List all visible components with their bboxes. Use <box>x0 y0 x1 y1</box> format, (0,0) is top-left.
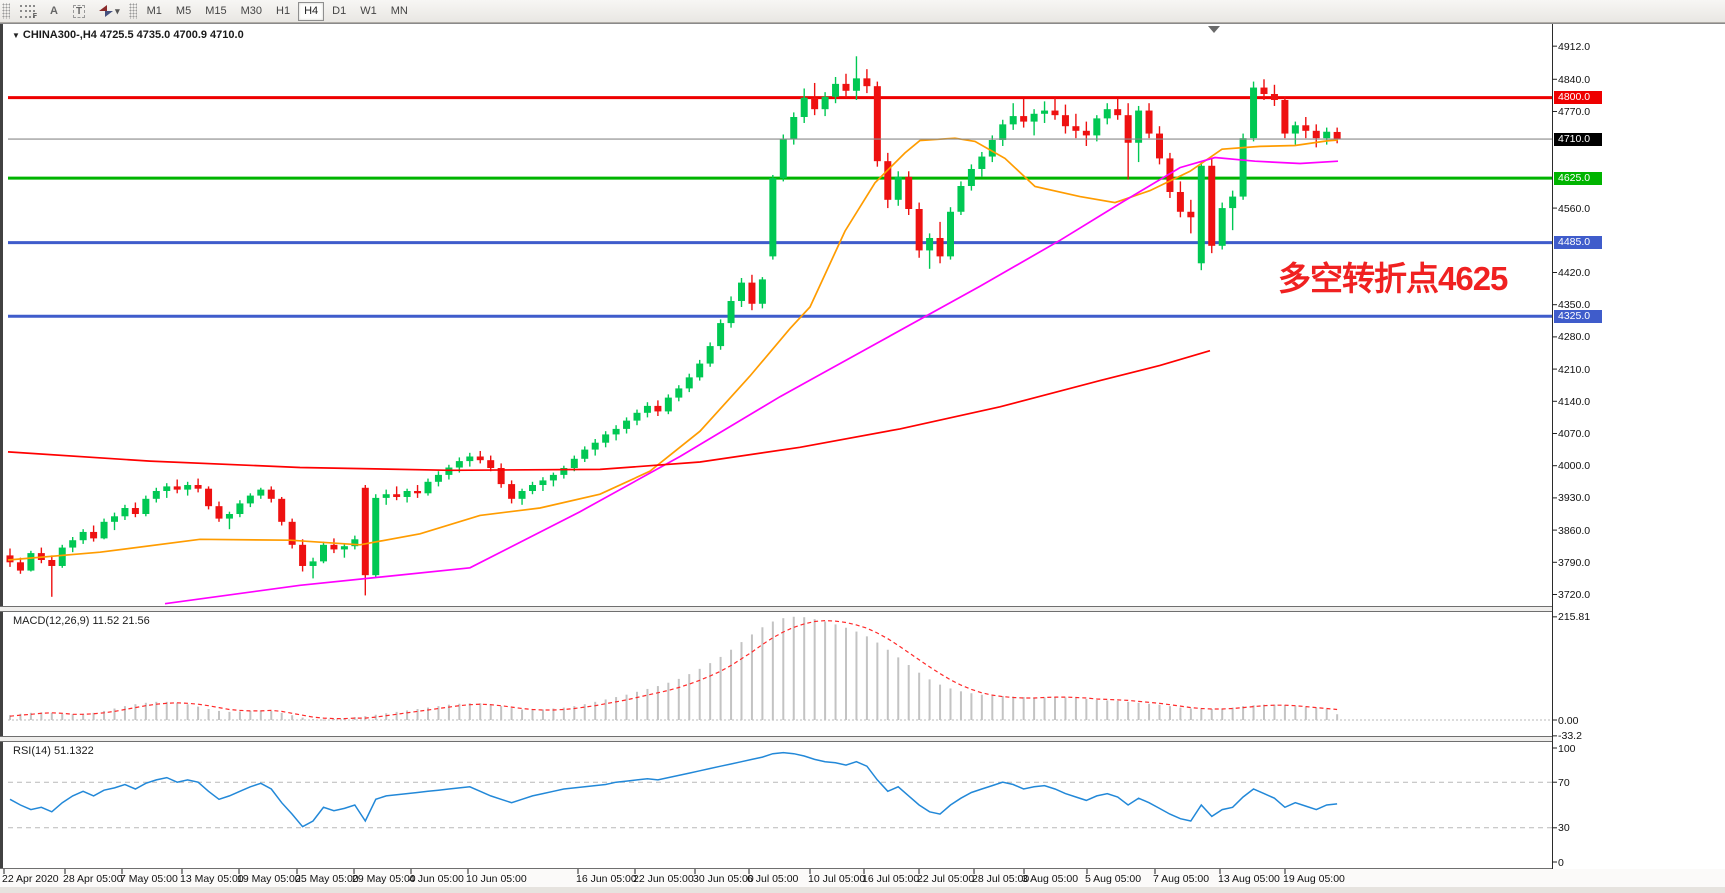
text-box-icon[interactable]: T <box>67 2 91 21</box>
time-axis-label: 7 Aug 05:00 <box>1153 873 1210 885</box>
rsi-axis-label: 70 <box>1558 776 1570 789</box>
time-axis-label: 10 Jul 05:00 <box>808 873 866 885</box>
toolbar-separator <box>128 3 137 19</box>
macd-axis-label: 0.00 <box>1558 714 1579 727</box>
tf-button-h4[interactable]: H4 <box>298 1 325 21</box>
price-axis[interactable] <box>1553 24 1725 869</box>
window-left-edge <box>0 24 3 869</box>
time-axis-label: 16 Jun 05:00 <box>576 873 637 885</box>
macd-name: MACD(12,26,9) <box>13 615 90 627</box>
tf-button-h1[interactable]: H1 <box>276 5 291 17</box>
time-axis-label: 25 May 05:00 <box>295 873 359 885</box>
price-badge: 4800.0 <box>1554 91 1602 105</box>
time-axis-label: 10 Jun 05:00 <box>466 873 527 885</box>
rsi-axis-label: 100 <box>1558 742 1576 755</box>
macd-axis-label: -33.2 <box>1558 730 1582 743</box>
tf-button-w1[interactable]: W1 <box>360 5 377 17</box>
window-bottom-edge <box>0 887 1725 893</box>
window-frame-line <box>0 23 1725 24</box>
toolbar-grip[interactable] <box>2 3 10 19</box>
rsi-axis-label: 0 <box>1558 856 1564 869</box>
tf-button-m5[interactable]: M5 <box>175 5 192 17</box>
symbol-ohlc: 4725.5 4735.0 4700.9 4710.0 <box>99 29 244 41</box>
time-axis-label: 19 Aug 05:00 <box>1283 873 1345 885</box>
price-axis-label: 3720.0 <box>1558 589 1591 601</box>
axis-separator-line <box>1552 24 1553 870</box>
timeframe-group: M1 M5 M15 M30 H1 H4 D1 W1 MN <box>140 1 415 21</box>
arrow-tools-icon[interactable]: ▾ <box>93 2 126 21</box>
time-axis-label: 16 Jul 05:00 <box>862 873 920 885</box>
macd-panel[interactable] <box>3 612 1552 736</box>
time-axis-label: 22 Jun 05:00 <box>633 873 694 885</box>
chart-annotation-text[interactable]: 多空转折点4625 <box>1278 260 1508 297</box>
tf-button-mn[interactable]: MN <box>390 5 408 17</box>
price-axis-label: 3790.0 <box>1558 556 1591 569</box>
rsi-name: RSI(14) <box>13 745 51 757</box>
time-axis-label: 5 Aug 05:00 <box>1085 873 1142 885</box>
tf-button-m30[interactable]: M30 <box>240 5 263 17</box>
chevron-down-icon[interactable]: ▾ <box>115 5 120 16</box>
rsi-panel[interactable] <box>3 742 1552 868</box>
time-axis-label: 3 Aug 05:00 <box>1022 873 1079 885</box>
price-axis-label: 4420.0 <box>1558 267 1591 279</box>
price-axis-label: 4280.0 <box>1558 331 1591 344</box>
symbol-title: ▼ CHINA300-,H4 4725.5 4735.0 4700.9 4710.… <box>12 29 244 41</box>
toolbar: F A T ▾ M1 M5 M15 M30 H1 H4 D1 W1 MN <box>0 0 1725 23</box>
rsi-panel-border <box>0 868 1725 869</box>
text-label-icon[interactable]: A <box>50 5 58 17</box>
price-axis-label: 4000.0 <box>1558 460 1591 473</box>
current-price-badge: 4710.0 <box>1554 132 1602 146</box>
time-axis-label: 22 Apr 2020 <box>2 873 59 885</box>
tf-button-d1[interactable]: D1 <box>332 5 347 17</box>
macd-indicator-label: MACD(12,26,9) 11.52 21.56 <box>13 615 150 627</box>
symbol-dropdown-icon[interactable]: ▼ <box>12 31 20 40</box>
time-axis-label: 4 Jun 05:00 <box>409 873 464 885</box>
price-chart-panel[interactable] <box>3 24 1552 606</box>
time-axis-label: 29 May 05:00 <box>352 873 416 885</box>
time-axis-label: 28 Jul 05:00 <box>972 873 1030 885</box>
rsi-value: 51.1322 <box>53 745 94 757</box>
tf-button-m15[interactable]: M15 <box>205 5 227 17</box>
macd-axis-label: 215.81 <box>1558 611 1591 624</box>
macd-values: 11.52 21.56 <box>92 615 150 627</box>
price-axis-label: 3860.0 <box>1558 524 1591 537</box>
price-badge: 4325.0 <box>1554 309 1602 323</box>
price-axis-label: 4770.0 <box>1558 106 1591 118</box>
fibonacci-grid-glyph: F <box>20 4 37 20</box>
symbol-name: CHINA300-,H4 <box>22 29 97 41</box>
time-axis-label: 6 Jul 05:00 <box>747 873 799 885</box>
fibonacci-grid-icon[interactable]: F <box>14 2 41 21</box>
panel-splitter-macd[interactable] <box>0 606 1725 612</box>
rsi-axis-label: 30 <box>1558 822 1570 835</box>
time-axis-label: 19 May 05:00 <box>237 873 301 885</box>
time-axis-label: 22 Jul 05:00 <box>917 873 975 885</box>
time-axis-label: 13 May 05:00 <box>180 873 244 885</box>
time-axis-label: 30 Jun 05:00 <box>693 873 754 885</box>
text-box-glyph: T <box>73 4 86 18</box>
price-badge: 4485.0 <box>1554 236 1602 250</box>
price-badge: 4625.0 <box>1554 171 1602 185</box>
time-axis-label: 13 Aug 05:00 <box>1218 873 1280 885</box>
price-axis-label: 4210.0 <box>1558 363 1591 376</box>
rsi-indicator-label: RSI(14) 51.1322 <box>13 745 94 757</box>
price-axis-label: 3930.0 <box>1558 492 1591 505</box>
arrows-glyph <box>99 5 114 17</box>
time-axis-label: 7 May 05:00 <box>120 873 178 885</box>
price-axis-label: 4350.0 <box>1558 299 1591 312</box>
price-axis-label: 4070.0 <box>1558 428 1591 440</box>
price-axis-label: 4560.0 <box>1558 202 1591 215</box>
price-axis-label: 4912.0 <box>1558 40 1591 53</box>
panel-splitter-rsi[interactable] <box>0 736 1725 742</box>
tf-button-m1[interactable]: M1 <box>146 5 162 17</box>
price-axis-label: 4140.0 <box>1558 395 1591 408</box>
price-axis-label: 4840.0 <box>1558 73 1591 86</box>
time-axis-label: 28 Apr 05:00 <box>63 873 123 885</box>
